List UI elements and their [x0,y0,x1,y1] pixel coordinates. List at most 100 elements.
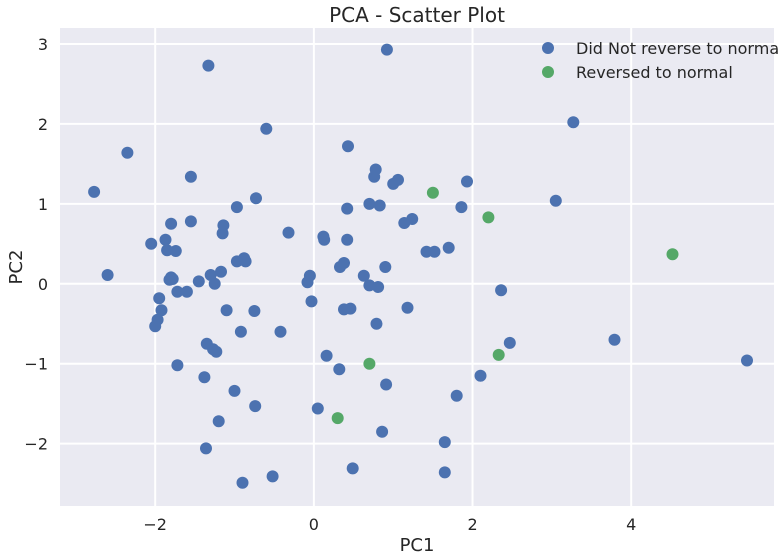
point-reversed [482,211,495,224]
point-did-not-reverse [370,317,383,330]
point-did-not-reverse [342,140,354,153]
point-did-not-reverse [249,400,262,413]
legend-marker [542,66,554,78]
point-reversed [492,348,505,361]
point-did-not-reverse [455,201,468,214]
x-tick-labels: −2 0 2 4 [143,515,636,534]
point-did-not-reverse [166,273,179,285]
point-did-not-reverse [406,213,419,225]
point-did-not-reverse [145,237,158,250]
point-did-not-reverse [171,359,184,372]
y-tick-label: 1 [38,195,48,214]
point-did-not-reverse [438,466,451,479]
point-did-not-reverse [153,292,166,305]
point-reversed [666,248,679,261]
point-did-not-reverse [282,226,295,239]
x-axis-label: PC1 [400,535,435,556]
legend-label: Did Not reverse to normal [576,39,780,58]
point-did-not-reverse [333,363,346,376]
point-did-not-reverse [198,371,211,384]
point-did-not-reverse [159,233,172,246]
chart-title: PCA - Scatter Plot [329,3,505,27]
point-did-not-reverse [608,333,621,346]
point-did-not-reverse [230,201,243,214]
point-did-not-reverse [220,304,233,317]
legend-marker [542,42,554,54]
point-did-not-reverse [363,197,376,210]
point-did-not-reverse [250,192,262,205]
point-did-not-reverse [248,305,261,317]
point-did-not-reverse [549,194,562,207]
point-did-not-reverse [461,175,473,188]
point-did-not-reverse [192,275,205,288]
point-did-not-reverse [228,384,241,397]
point-did-not-reverse [101,269,114,281]
point-did-not-reverse [215,265,227,278]
point-did-not-reverse [184,215,197,228]
point-did-not-reverse [184,170,197,183]
y-tick-label: 2 [38,115,48,134]
point-did-not-reverse [341,233,354,246]
point-did-not-reverse [260,122,273,135]
point-did-not-reverse [88,185,101,198]
point-did-not-reverse [171,285,184,298]
point-did-not-reverse [428,245,441,258]
point-did-not-reverse [376,425,389,438]
point-did-not-reverse [503,336,516,349]
point-did-not-reverse [210,345,223,358]
point-did-not-reverse [234,325,247,338]
point-did-not-reverse [169,245,182,257]
point-did-not-reverse [151,313,164,326]
y-tick-label: −2 [24,435,48,454]
point-did-not-reverse [305,295,318,308]
point-did-not-reverse [236,476,249,489]
point-did-not-reverse [303,269,316,282]
point-did-not-reverse [567,116,580,129]
y-axis-label: PC2 [6,250,27,285]
point-did-not-reverse [474,369,487,382]
point-did-not-reverse [311,402,324,415]
point-did-not-reverse [442,241,455,254]
point-did-not-reverse [373,199,386,212]
point-did-not-reverse [401,301,414,314]
point-did-not-reverse [438,436,451,449]
point-did-not-reverse [450,389,463,402]
point-reversed [363,357,376,370]
y-tick-label: −1 [24,355,48,374]
y-tick-label: 0 [38,275,48,294]
point-did-not-reverse [495,284,508,297]
point-did-not-reverse [200,442,212,455]
point-did-not-reverse [392,173,404,186]
plot-background [60,28,774,506]
point-did-not-reverse [346,462,359,475]
point-did-not-reverse [212,415,225,428]
x-tick-label: 2 [467,515,477,534]
point-did-not-reverse [380,378,393,391]
point-reversed [331,412,344,425]
point-did-not-reverse [180,285,193,298]
point-did-not-reverse [379,261,392,273]
point-did-not-reverse [741,354,753,367]
y-tick-label: 3 [38,35,48,54]
point-did-not-reverse [239,255,252,268]
point-did-not-reverse [208,277,221,290]
point-did-not-reverse [372,281,385,293]
point-did-not-reverse [318,233,331,246]
point-did-not-reverse [161,244,174,257]
legend: Did Not reverse to normal Reversed to nor… [542,39,780,82]
point-did-not-reverse [357,269,370,282]
point-did-not-reverse [341,202,354,215]
point-did-not-reverse [274,325,287,338]
point-did-not-reverse [344,302,357,315]
point-did-not-reverse [121,146,134,159]
data-points [88,43,753,489]
legend-label: Reversed to normal [576,63,733,82]
x-tick-label: 0 [309,515,319,534]
y-tick-labels: −2 −1 0 1 2 3 [24,35,48,454]
x-tick-label: −2 [143,515,167,534]
point-did-not-reverse [217,219,230,232]
point-did-not-reverse [320,349,333,362]
point-did-not-reverse [380,43,393,56]
x-tick-label: 4 [626,515,636,534]
